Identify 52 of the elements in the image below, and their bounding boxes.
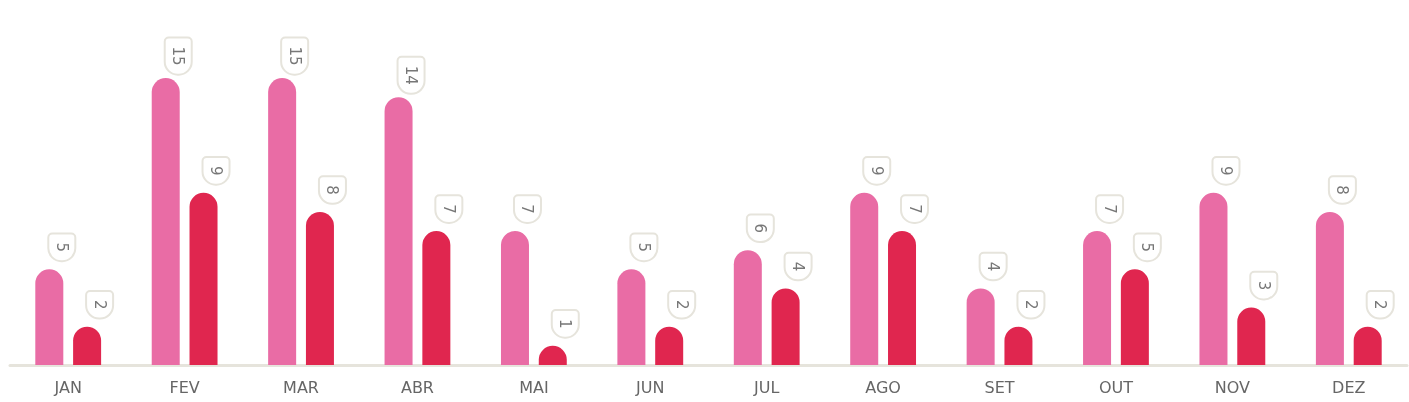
bar [966,288,995,365]
bar [850,192,879,365]
data-label: 6 [751,223,770,234]
bar [1315,211,1344,365]
x-tick-label: MAR [283,377,319,397]
data-label: 5 [52,242,71,253]
bar [422,231,451,365]
x-tick-label: ABR [400,377,434,397]
data-label: 7 [1100,204,1119,214]
x-tick-label: NOV [1214,377,1251,397]
bar [1199,192,1228,365]
data-label: 3 [1254,280,1273,291]
x-tick-label: MAI [519,377,549,397]
data-label: 15 [169,46,188,66]
data-label: 2 [90,299,109,310]
data-label: 2 [1371,299,1390,310]
bar [35,269,64,365]
data-label: 1 [556,319,575,329]
x-tick-label: AGO [865,377,901,397]
data-label: 9 [207,166,226,176]
data-label: 5 [1138,242,1157,253]
data-label: 4 [789,261,808,272]
data-label: 9 [1216,166,1235,176]
bar [771,288,800,365]
data-label: 5 [634,242,653,253]
bar [1083,231,1112,365]
x-tick-label: JUN [635,377,665,397]
bar [1120,269,1149,365]
data-label: 7 [905,204,924,214]
x-tick-label: JUL [753,377,780,397]
bar [1237,307,1266,365]
data-label: 14 [402,65,421,85]
bar [733,250,762,365]
bar [305,211,334,365]
data-label: 7 [518,204,537,214]
bar [617,269,646,365]
data-label: 4 [984,261,1003,272]
data-label: 8 [323,185,342,195]
x-tick-label: SET [984,377,1015,397]
data-label: 15 [285,46,304,66]
data-label: 2 [1021,299,1040,310]
bar [189,192,218,365]
bar [888,231,917,365]
bar [500,231,529,365]
data-label: 7 [439,204,458,214]
x-tick-label: JAN [53,377,82,397]
x-tick-label: FEV [169,377,200,397]
data-label: 2 [672,299,691,310]
x-tick-label: OUT [1098,377,1134,397]
x-tick-label: DEZ [1332,377,1366,397]
data-label: 9 [867,166,886,176]
data-label: 8 [1333,185,1352,195]
